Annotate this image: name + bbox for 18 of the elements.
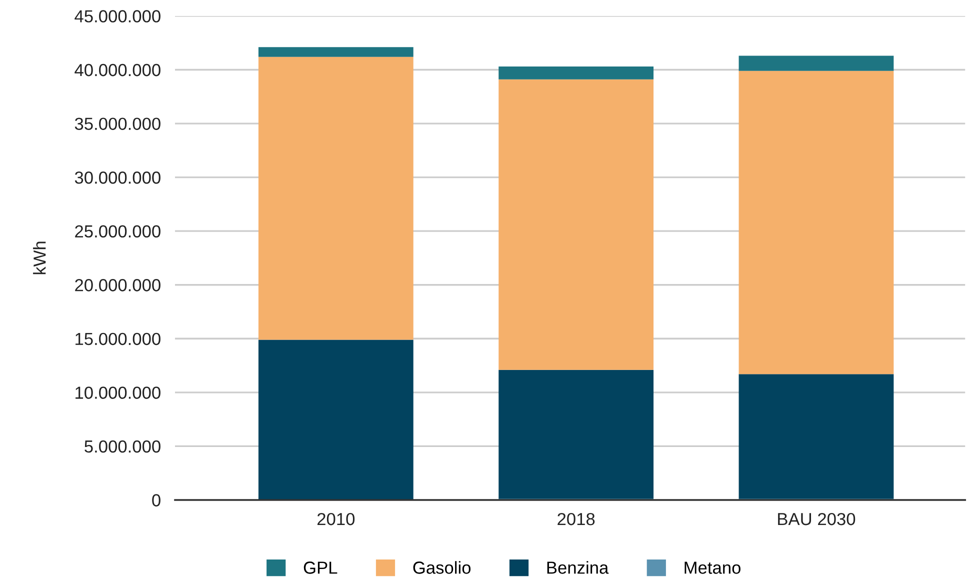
legend-label: Benzina — [547, 561, 609, 574]
y-tick-label: 20.000.000 — [75, 279, 160, 292]
legend-label: Gasolio — [413, 561, 471, 574]
legend-label: Metano — [684, 562, 740, 574]
y-tick-label: 10.000.000 — [76, 386, 160, 399]
x-tick-label: BAU 2030 — [778, 512, 856, 526]
y-tick-label: 35.000.000 — [74, 118, 160, 130]
y-tick-label: 25.000.000 — [75, 225, 160, 238]
y-tick-label: 30.000.000 — [74, 171, 160, 184]
x-tick-label: 2010 — [317, 512, 355, 526]
y-tick-label: 45.000.000 — [74, 10, 160, 22]
y-tick-label: 15.000.000 — [76, 332, 160, 346]
y-axis-title: kWh — [33, 242, 46, 274]
legend-label: GPL — [304, 562, 338, 574]
y-tick-label: 0 — [152, 494, 160, 506]
y-tick-label: 40.000.000 — [74, 64, 160, 76]
x-tick-label: 2018 — [558, 512, 595, 526]
y-tick-label: 5.000.000 — [84, 440, 160, 453]
